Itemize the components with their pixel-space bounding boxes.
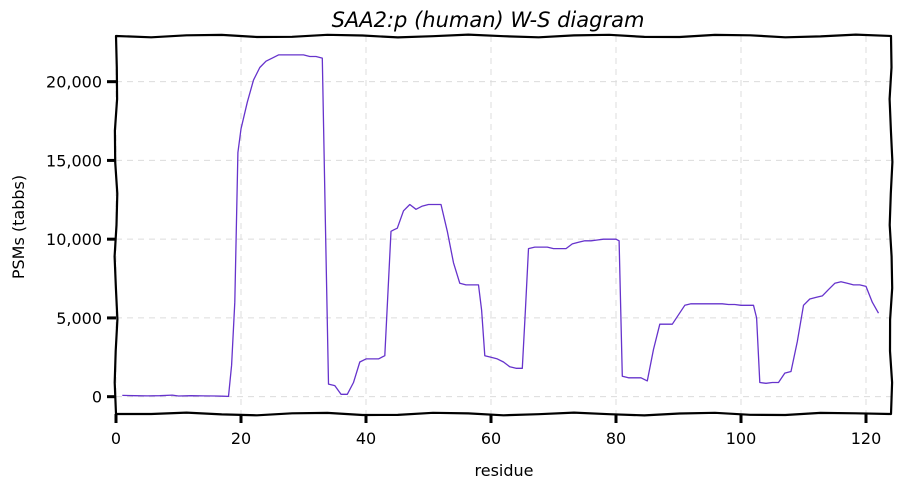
y-axis-label: PSMs (tabbs) — [9, 175, 28, 279]
x-tick-label: 0 — [111, 429, 121, 448]
x-tick-label: 60 — [481, 429, 501, 448]
x-axis-ticks: 0 20 40 60 80 100 120 — [111, 414, 881, 448]
y-tick-label: 0 — [92, 388, 102, 407]
x-tick-label: 80 — [606, 429, 626, 448]
y-tick-label: 20,000 — [46, 73, 102, 92]
x-tick-label: 40 — [356, 429, 376, 448]
chart-title: SAA2:p (human) W-S diagram — [332, 8, 645, 32]
x-tick-label: 120 — [851, 429, 882, 448]
grid-lines — [115, 36, 891, 414]
series-line — [122, 54, 880, 398]
x-axis-label: residue — [475, 461, 534, 480]
y-tick-label: 5,000 — [56, 309, 102, 328]
x-tick-label: 20 — [231, 429, 251, 448]
x-tick-label: 100 — [726, 429, 757, 448]
y-axis-ticks: 0 5,000 10,000 15,000 20,000 — [46, 73, 116, 407]
y-tick-label: 10,000 — [46, 230, 102, 249]
series-layer — [122, 54, 880, 398]
plot-frame — [113, 33, 894, 417]
y-tick-label: 15,000 — [46, 151, 102, 170]
